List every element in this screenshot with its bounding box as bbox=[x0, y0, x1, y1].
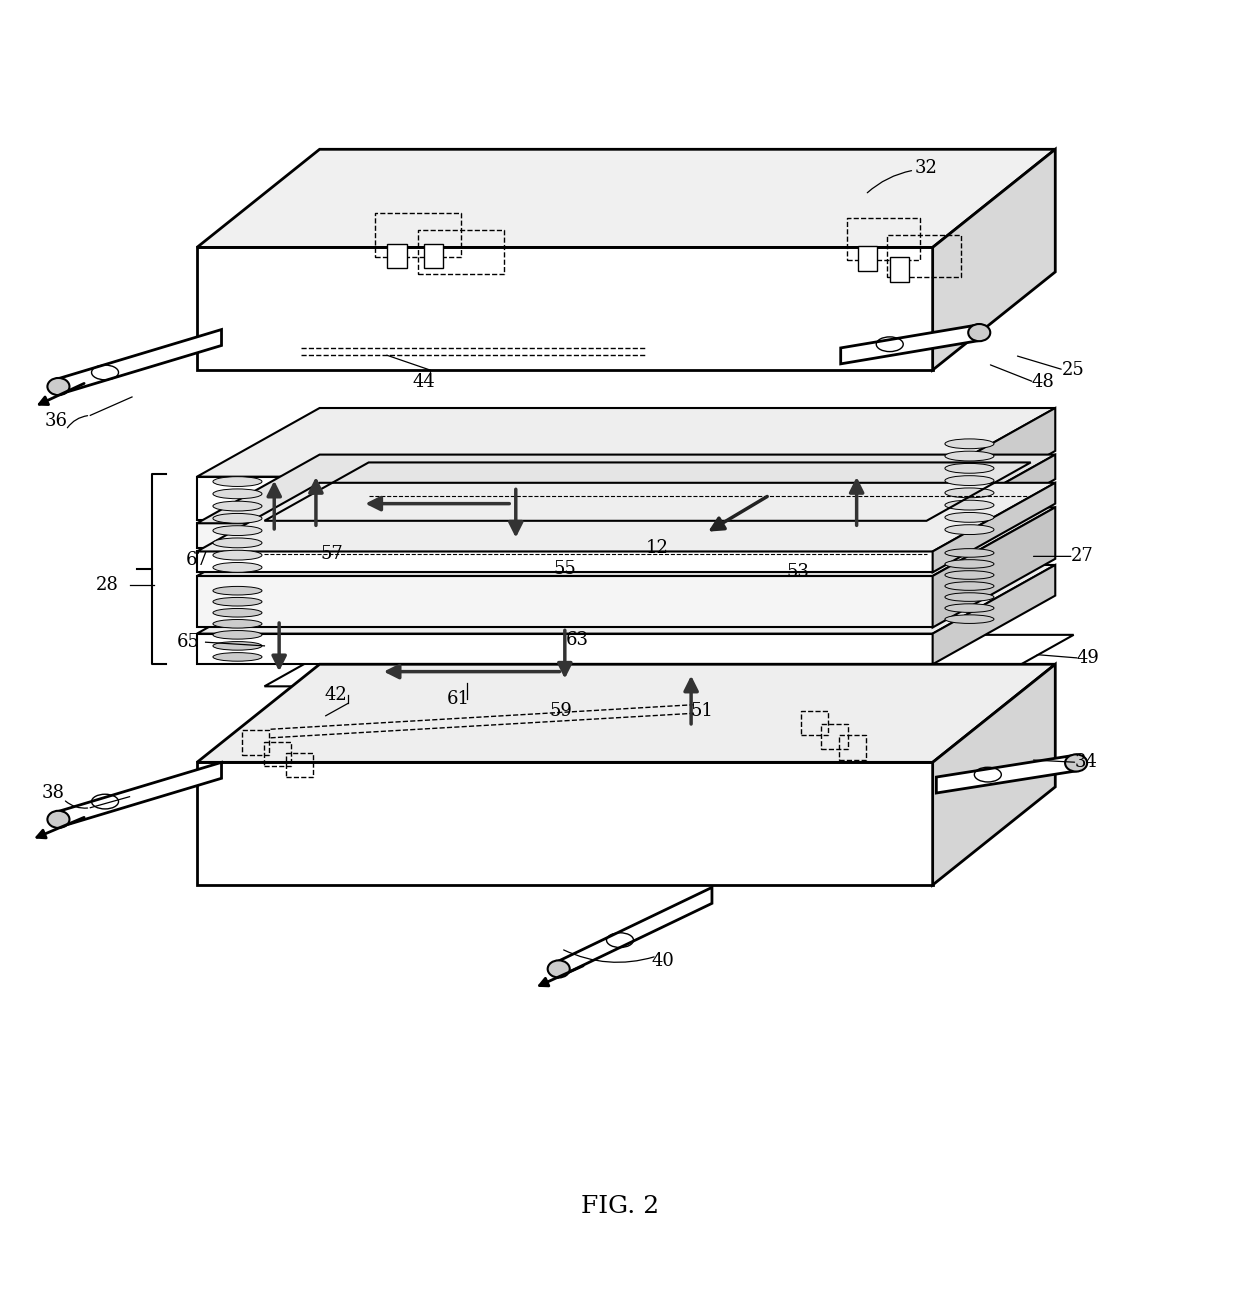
Ellipse shape bbox=[945, 451, 994, 462]
Ellipse shape bbox=[945, 476, 994, 485]
Ellipse shape bbox=[213, 631, 262, 639]
Ellipse shape bbox=[1065, 755, 1087, 772]
Ellipse shape bbox=[213, 526, 262, 536]
Polygon shape bbox=[197, 523, 932, 548]
Text: 61: 61 bbox=[446, 690, 470, 708]
Ellipse shape bbox=[213, 514, 262, 523]
Polygon shape bbox=[197, 552, 932, 572]
Polygon shape bbox=[197, 477, 932, 519]
Bar bbox=[858, 246, 878, 271]
Ellipse shape bbox=[213, 562, 262, 572]
Polygon shape bbox=[197, 565, 1055, 634]
Ellipse shape bbox=[968, 323, 991, 342]
Ellipse shape bbox=[213, 619, 262, 629]
Text: 49: 49 bbox=[1076, 649, 1100, 668]
Ellipse shape bbox=[945, 559, 994, 569]
Ellipse shape bbox=[213, 609, 262, 617]
Ellipse shape bbox=[945, 488, 994, 498]
Ellipse shape bbox=[213, 597, 262, 606]
Text: 40: 40 bbox=[651, 952, 675, 970]
Text: FIG. 2: FIG. 2 bbox=[580, 1194, 660, 1218]
Text: 67: 67 bbox=[186, 552, 208, 569]
Ellipse shape bbox=[213, 501, 262, 511]
Text: 34: 34 bbox=[1075, 754, 1097, 772]
Text: 12: 12 bbox=[645, 539, 668, 557]
Polygon shape bbox=[197, 634, 932, 664]
Ellipse shape bbox=[213, 550, 262, 559]
Polygon shape bbox=[932, 565, 1055, 664]
Polygon shape bbox=[58, 763, 222, 827]
Text: 63: 63 bbox=[565, 631, 589, 648]
Polygon shape bbox=[932, 482, 1055, 572]
Polygon shape bbox=[932, 149, 1055, 370]
Text: 28: 28 bbox=[95, 575, 119, 593]
Ellipse shape bbox=[945, 524, 994, 535]
Ellipse shape bbox=[213, 489, 262, 498]
Ellipse shape bbox=[945, 439, 994, 449]
Polygon shape bbox=[932, 664, 1055, 885]
Ellipse shape bbox=[47, 378, 69, 395]
Ellipse shape bbox=[945, 604, 994, 613]
Ellipse shape bbox=[945, 512, 994, 523]
Polygon shape bbox=[197, 482, 1055, 552]
Ellipse shape bbox=[213, 477, 262, 486]
Text: 32: 32 bbox=[915, 159, 937, 176]
Text: 59: 59 bbox=[549, 702, 573, 720]
Text: 38: 38 bbox=[42, 784, 64, 802]
Ellipse shape bbox=[945, 593, 994, 601]
Polygon shape bbox=[559, 888, 712, 977]
Polygon shape bbox=[58, 330, 222, 395]
Bar bbox=[387, 244, 407, 269]
Text: 36: 36 bbox=[45, 412, 67, 430]
Ellipse shape bbox=[213, 539, 262, 548]
Bar bbox=[424, 244, 444, 269]
Ellipse shape bbox=[945, 501, 994, 510]
Text: 51: 51 bbox=[691, 702, 713, 720]
Text: 25: 25 bbox=[1063, 361, 1085, 379]
Ellipse shape bbox=[945, 615, 994, 623]
Text: 48: 48 bbox=[1032, 373, 1054, 391]
Polygon shape bbox=[197, 763, 932, 885]
Polygon shape bbox=[932, 507, 1055, 627]
Polygon shape bbox=[197, 149, 1055, 248]
Ellipse shape bbox=[945, 582, 994, 591]
Text: 65: 65 bbox=[177, 634, 200, 651]
Ellipse shape bbox=[213, 652, 262, 661]
Ellipse shape bbox=[47, 811, 69, 828]
Polygon shape bbox=[197, 664, 1055, 763]
Polygon shape bbox=[264, 635, 1074, 686]
Polygon shape bbox=[197, 576, 932, 627]
Ellipse shape bbox=[213, 642, 262, 651]
Polygon shape bbox=[197, 408, 1055, 477]
Bar bbox=[890, 257, 909, 282]
Polygon shape bbox=[197, 248, 932, 370]
Polygon shape bbox=[841, 325, 980, 364]
Ellipse shape bbox=[945, 571, 994, 579]
Text: 53: 53 bbox=[786, 563, 810, 582]
Ellipse shape bbox=[945, 549, 994, 557]
Text: 42: 42 bbox=[324, 686, 347, 704]
Text: 44: 44 bbox=[413, 373, 435, 391]
Ellipse shape bbox=[945, 463, 994, 473]
Text: 27: 27 bbox=[1071, 548, 1094, 566]
Polygon shape bbox=[932, 408, 1055, 519]
Ellipse shape bbox=[213, 587, 262, 595]
Polygon shape bbox=[197, 507, 1055, 576]
Polygon shape bbox=[936, 755, 1076, 793]
Polygon shape bbox=[932, 455, 1055, 548]
Text: 57: 57 bbox=[320, 545, 343, 563]
Polygon shape bbox=[197, 455, 1055, 523]
Text: 55: 55 bbox=[553, 559, 577, 578]
Ellipse shape bbox=[548, 960, 569, 978]
